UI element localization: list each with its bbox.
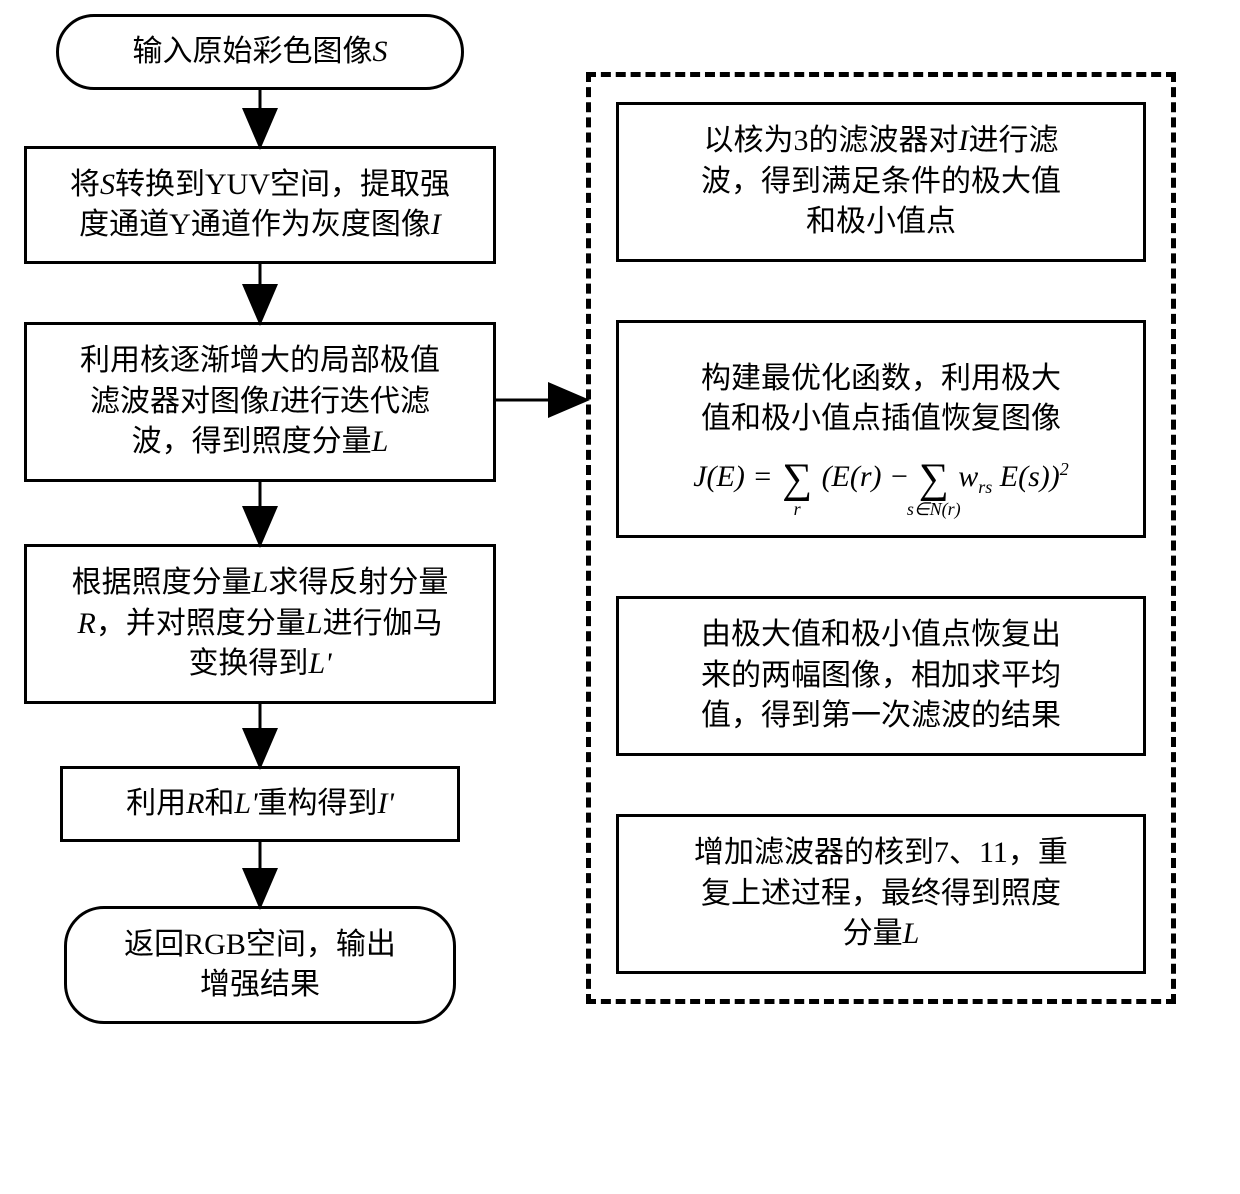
flowchart-root: 输入原始彩色图像S 将S转换到YUV空间，提取强 度通道Y通道作为灰度图像I 利… bbox=[0, 0, 1240, 1194]
arrows bbox=[0, 0, 1240, 1194]
